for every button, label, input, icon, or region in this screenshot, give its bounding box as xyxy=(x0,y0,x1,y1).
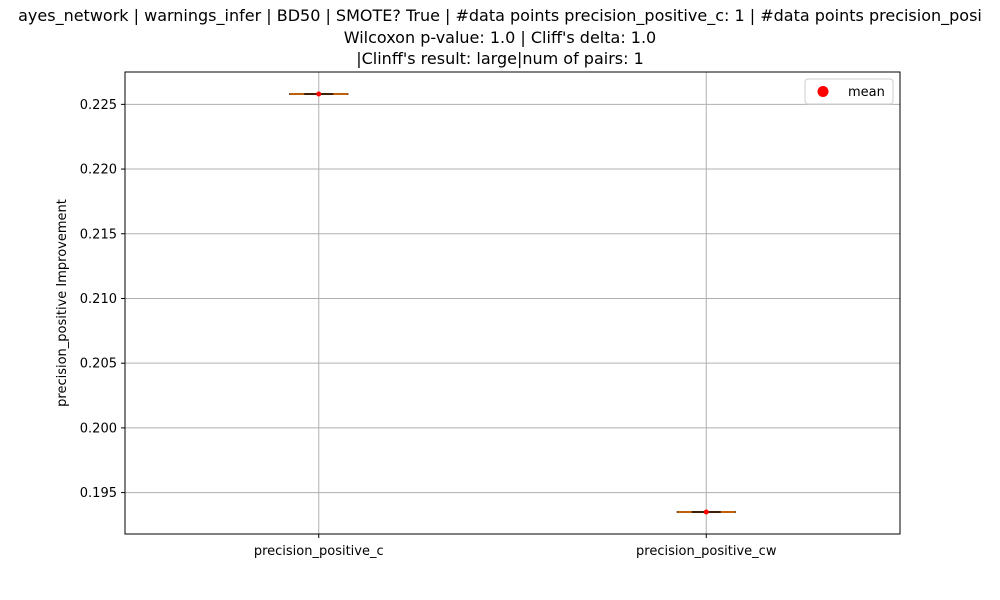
y-tick-label: 0.195 xyxy=(80,486,117,501)
mean-marker-1 xyxy=(316,91,322,97)
y-tick-label: 0.215 xyxy=(80,227,117,242)
y-tick-label: 0.210 xyxy=(80,292,117,307)
chart-title-line-1: ayes_network | warnings_infer | BD50 | S… xyxy=(18,6,982,26)
chart-title-line-2: Wilcoxon p-value: 1.0 | Cliff's delta: 1… xyxy=(344,28,656,47)
x-axis-ticks: precision_positive_c precision_positive_c… xyxy=(254,534,777,559)
y-tick-label: 0.200 xyxy=(80,421,117,436)
x-tick-label: precision_positive_c xyxy=(254,544,384,559)
y-tick-label: 0.225 xyxy=(80,98,117,113)
chart-title-line-3: |Clinff's result: large|num of pairs: 1 xyxy=(356,49,644,68)
y-tick-label: 0.220 xyxy=(80,163,117,178)
data-marks xyxy=(289,91,736,515)
plot-frame xyxy=(124,71,901,535)
chart-title: ayes_network | warnings_infer | BD50 | S… xyxy=(18,6,982,68)
x-tick-label: precision_positive_cw xyxy=(636,544,777,559)
y-tick-label: 0.205 xyxy=(80,357,117,372)
legend-marker xyxy=(817,86,829,97)
grid-lines xyxy=(125,72,900,534)
mean-marker-2 xyxy=(703,509,709,515)
plot-area xyxy=(125,72,900,534)
y-axis-label: precision_positive Improvement xyxy=(55,199,70,407)
legend: mean xyxy=(804,78,894,105)
legend-label: mean xyxy=(848,85,885,100)
y-axis-ticks: 0.195 0.200 0.205 0.210 0.215 0.220 0.225 xyxy=(80,98,125,501)
legend-box xyxy=(804,78,894,105)
